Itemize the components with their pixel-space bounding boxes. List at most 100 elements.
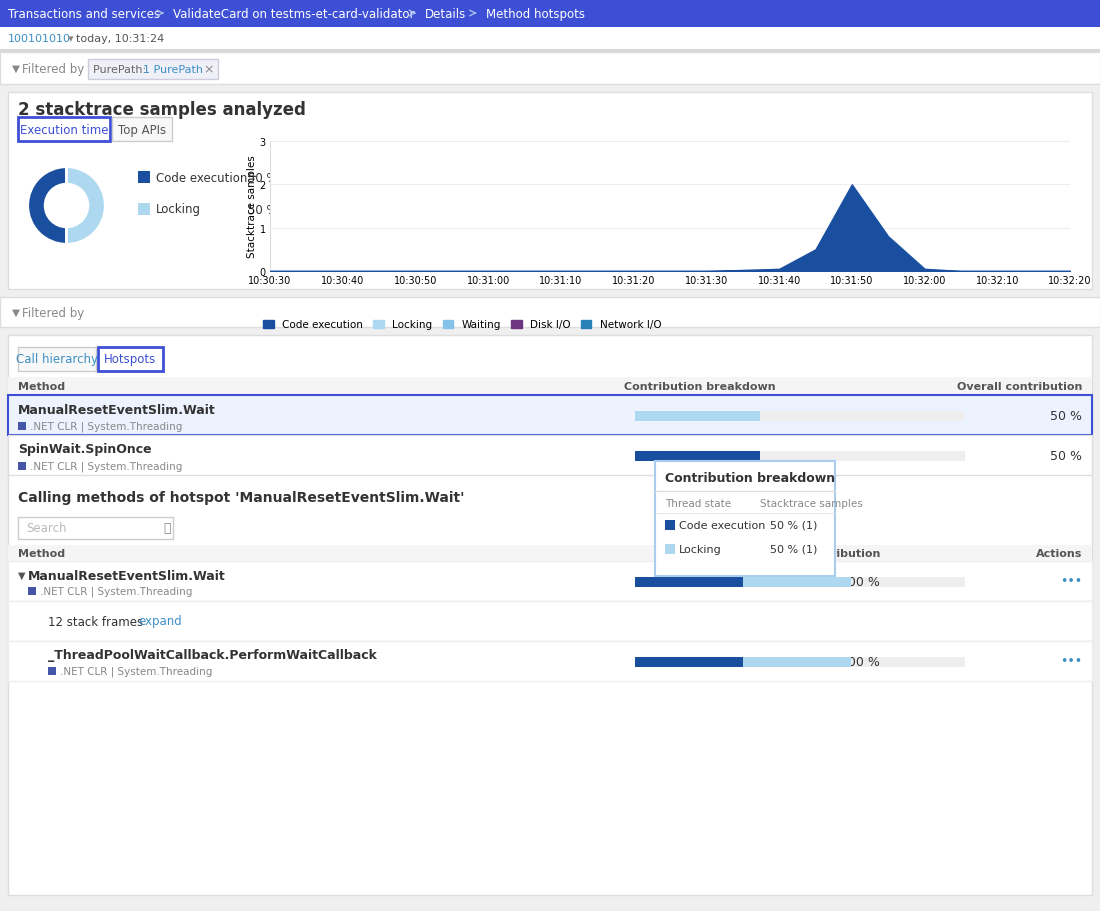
Text: Calling methods of hotspot 'ManualResetEventSlim.Wait': Calling methods of hotspot 'ManualResetE…: [18, 490, 464, 505]
Bar: [18, 463, 26, 470]
Bar: [18, 118, 110, 142]
Text: .NET CLR | System.Threading: .NET CLR | System.Threading: [30, 461, 183, 472]
Text: Method hotspots: Method hotspots: [485, 7, 584, 20]
Text: 1 PurePath: 1 PurePath: [143, 65, 204, 75]
Bar: [742, 578, 851, 588]
Bar: [8, 335, 1092, 895]
Legend: Code execution, Locking, Waiting, Disk I/O, Network I/O: Code execution, Locking, Waiting, Disk I…: [260, 316, 666, 334]
Text: ▼: ▼: [12, 308, 20, 318]
Text: Filtered by: Filtered by: [22, 63, 85, 76]
Bar: [8, 395, 1092, 435]
Bar: [8, 561, 1092, 601]
Text: 50 % (1): 50 % (1): [770, 520, 817, 530]
Bar: [18, 517, 173, 539]
Bar: [8, 601, 1092, 641]
Text: 100101010: 100101010: [8, 34, 72, 44]
Bar: [8, 93, 1092, 290]
Text: 2 stacktrace samples analyzed: 2 stacktrace samples analyzed: [18, 101, 306, 118]
Text: ManualResetEventSlim.Wait: ManualResetEventSlim.Wait: [28, 568, 226, 582]
Bar: [138, 172, 150, 184]
Bar: [654, 462, 835, 577]
Text: Locking: Locking: [156, 203, 201, 216]
Bar: [8, 641, 1092, 681]
Bar: [0, 53, 1100, 85]
Text: ▼: ▼: [12, 64, 20, 74]
Bar: [0, 328, 1100, 335]
Text: Locking: Locking: [679, 545, 722, 555]
Text: ×: ×: [204, 64, 213, 77]
Bar: [48, 667, 56, 675]
Text: expand: expand: [138, 615, 182, 628]
Text: ⌕: ⌕: [163, 522, 170, 535]
Bar: [635, 412, 760, 422]
Text: Code execution: Code execution: [156, 171, 248, 184]
Text: •••: •••: [1060, 655, 1082, 668]
Text: 50 %: 50 %: [1050, 449, 1082, 462]
Bar: [98, 348, 163, 372]
Text: _ThreadPoolWaitCallback.PerformWaitCallback: _ThreadPoolWaitCallback.PerformWaitCallb…: [48, 649, 377, 661]
Bar: [0, 298, 1100, 328]
Bar: [0, 28, 1100, 50]
Text: Overall contribution: Overall contribution: [957, 382, 1082, 392]
Bar: [635, 452, 760, 462]
Y-axis label: Stacktrace samples: Stacktrace samples: [246, 156, 256, 258]
Bar: [635, 657, 742, 667]
Text: 50 %: 50 %: [248, 203, 277, 216]
Text: Method: Method: [18, 548, 65, 558]
Text: Overall contribution: Overall contribution: [755, 548, 880, 558]
Text: Hotspots: Hotspots: [103, 353, 156, 366]
Text: 50 %: 50 %: [248, 171, 277, 184]
Text: Code execution: Code execution: [679, 520, 766, 530]
Bar: [635, 412, 965, 422]
Text: ValidateCard on testms-et-card-validator: ValidateCard on testms-et-card-validator: [173, 7, 415, 20]
Text: ManualResetEventSlim.Wait: ManualResetEventSlim.Wait: [18, 403, 216, 416]
Text: •••: •••: [1060, 575, 1082, 588]
Text: Details: Details: [425, 7, 466, 20]
Bar: [0, 85, 1100, 93]
Text: 50 %: 50 %: [1050, 409, 1082, 422]
Bar: [635, 578, 742, 588]
Text: Call hierarchy: Call hierarchy: [16, 353, 98, 366]
Wedge shape: [66, 168, 106, 245]
Text: Transactions and services: Transactions and services: [8, 7, 161, 20]
Bar: [0, 50, 1100, 53]
Bar: [0, 290, 1100, 298]
Bar: [8, 435, 1092, 476]
Text: 100 %: 100 %: [840, 655, 880, 668]
Bar: [112, 118, 172, 142]
Text: Top APIs: Top APIs: [118, 123, 166, 137]
Text: Contribution breakdown: Contribution breakdown: [624, 382, 776, 392]
Text: Contribution breakdown: Contribution breakdown: [666, 471, 835, 484]
Bar: [8, 377, 1092, 395]
Bar: [18, 423, 26, 431]
Bar: [0, 0, 1100, 28]
Bar: [88, 60, 218, 80]
Text: Filtered by: Filtered by: [22, 306, 85, 319]
Text: Execution time: Execution time: [20, 123, 108, 137]
Text: .NET CLR | System.Threading: .NET CLR | System.Threading: [30, 421, 183, 432]
Bar: [18, 348, 96, 372]
Text: 100 %: 100 %: [840, 575, 880, 588]
Bar: [635, 657, 965, 667]
Bar: [635, 578, 965, 588]
Text: .NET CLR | System.Threading: .NET CLR | System.Threading: [40, 586, 192, 597]
Bar: [635, 452, 965, 462]
Text: PurePath:: PurePath:: [94, 65, 150, 75]
Text: .NET CLR | System.Threading: .NET CLR | System.Threading: [60, 666, 212, 677]
Text: today, 10:31:24: today, 10:31:24: [76, 34, 164, 44]
Text: Search: Search: [26, 522, 66, 535]
Bar: [666, 520, 675, 530]
Bar: [8, 546, 1092, 561]
Text: ▼: ▼: [18, 570, 25, 580]
Text: Stacktrace samples: Stacktrace samples: [760, 498, 862, 508]
Bar: [138, 204, 150, 216]
Text: 12 stack frames: 12 stack frames: [48, 615, 143, 628]
Bar: [742, 657, 851, 667]
Wedge shape: [28, 168, 66, 245]
Text: 50 % (1): 50 % (1): [770, 545, 817, 555]
Bar: [28, 588, 36, 596]
Bar: [666, 545, 675, 555]
Text: Thread state: Thread state: [666, 498, 732, 508]
Text: ▾: ▾: [68, 34, 74, 44]
Text: Method: Method: [18, 382, 65, 392]
